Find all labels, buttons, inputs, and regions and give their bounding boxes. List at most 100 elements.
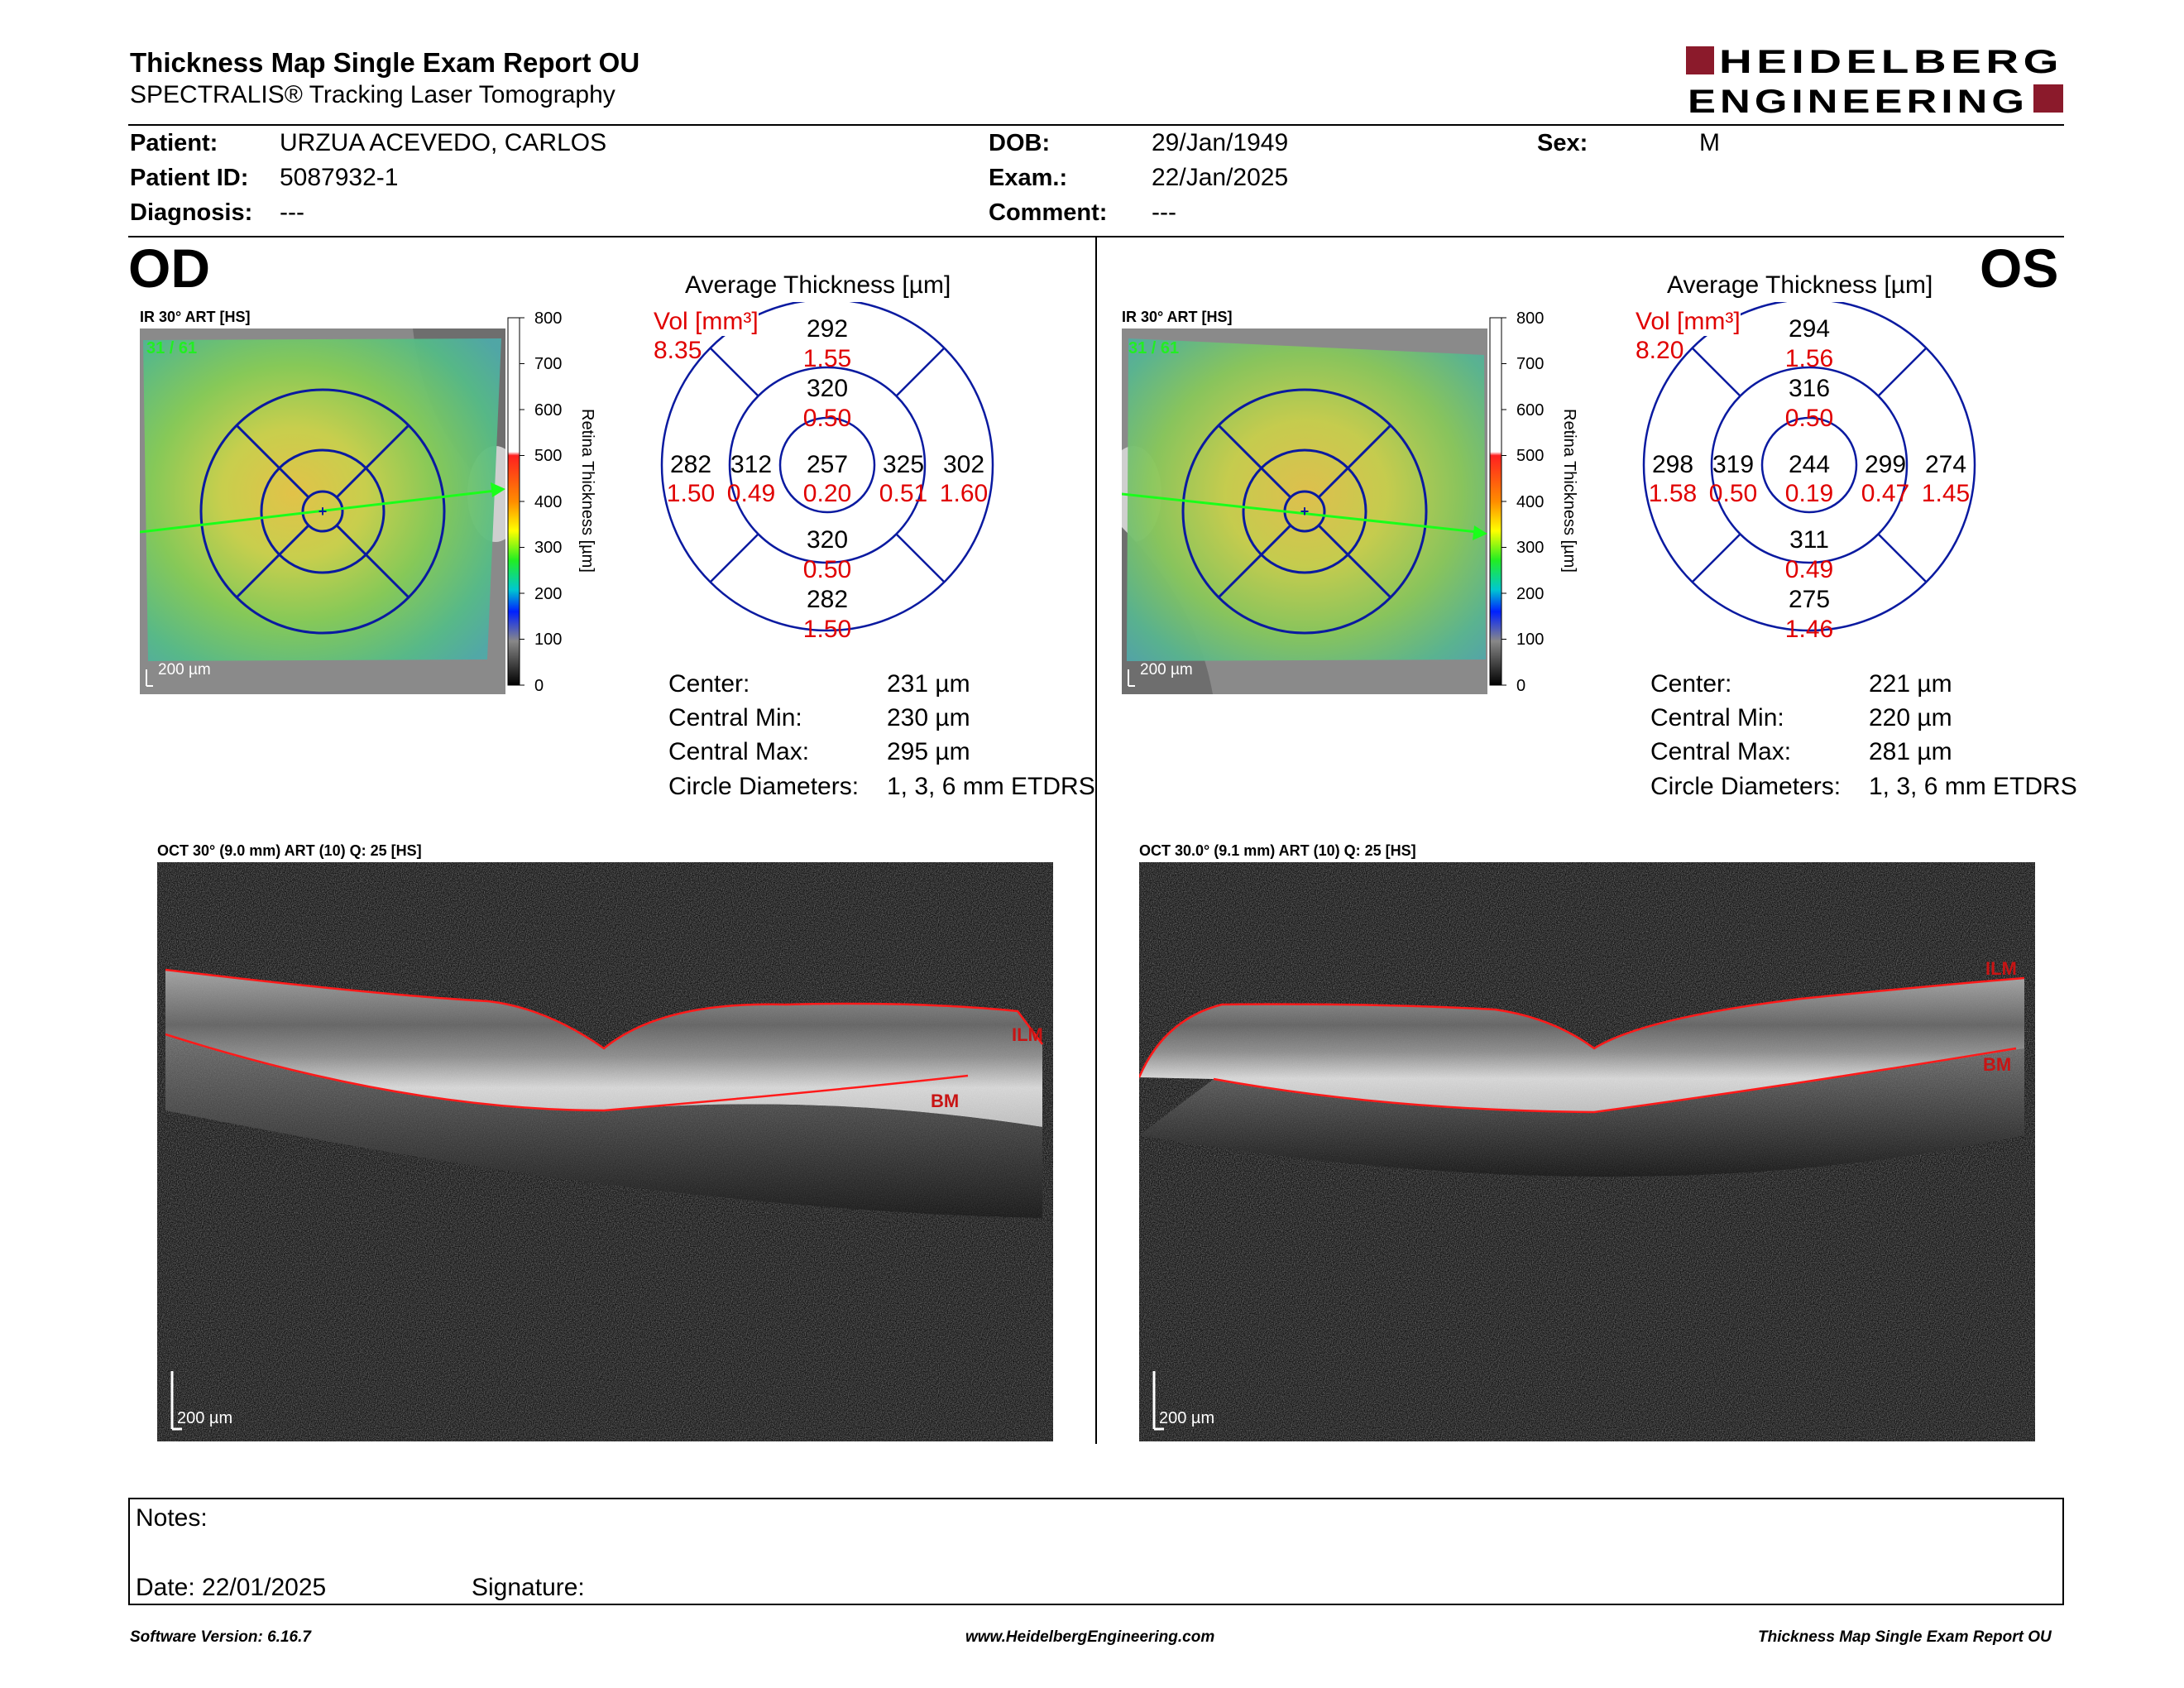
od-heatmap xyxy=(143,338,501,661)
dob-label: DOB: xyxy=(989,130,1051,156)
website-link[interactable]: www.HeidelbergEngineering.com xyxy=(965,1628,1215,1646)
os-oct-scalebar: 200 µm xyxy=(1159,1409,1214,1427)
od-central-max-label: Central Max: xyxy=(668,738,810,765)
od-colorbar-label: Retina Thickness [µm] xyxy=(578,409,596,573)
os-frames-label: 31 / 61 xyxy=(1128,339,1179,357)
od-oct-label: OCT 30° (9.0 mm) ART (10) Q: 25 [HS] xyxy=(157,842,422,859)
od-cb-tick-200: 200 xyxy=(534,585,562,603)
od-map-scalebar: 200 µm xyxy=(158,661,211,679)
od-map-label: IR 30° ART [HS] xyxy=(140,309,251,325)
os-inner-sup-volume: 0.50 xyxy=(1785,405,1833,432)
os-outer-left-thickness: 298 xyxy=(1652,451,1693,478)
os-bm-label: BM xyxy=(1983,1054,2011,1075)
od-oct-bscan: ILM BM 200 µm xyxy=(157,862,1053,1441)
od-cb-tick-0: 0 xyxy=(534,677,544,695)
od-central-min-value: 230 µm xyxy=(887,704,970,731)
footer-report-name: Thickness Map Single Exam Report OU xyxy=(1758,1628,2052,1646)
od-vol-label: Vol [mm³] xyxy=(654,308,759,336)
patient-divider xyxy=(128,236,2064,237)
logo-text-bottom: ENGINEERING xyxy=(1688,84,2028,116)
os-cb-tick-100: 100 xyxy=(1516,631,1544,649)
od-center-label: Center: xyxy=(668,670,750,698)
od-inner-inf-volume: 0.50 xyxy=(803,556,851,583)
os-eye-label: OS xyxy=(1980,237,2059,299)
od-avg-title: Average Thickness [µm] xyxy=(685,271,951,299)
os-oct-label: OCT 30.0° (9.1 mm) ART (10) Q: 25 [HS] xyxy=(1139,842,1416,859)
os-inner-left-thickness: 319 xyxy=(1712,451,1754,478)
report-subtitle: SPECTRALIS® Tracking Laser Tomography xyxy=(130,81,615,108)
od-outer-right-volume: 1.60 xyxy=(940,480,988,507)
report-title: Thickness Map Single Exam Report OU xyxy=(130,47,640,78)
os-inner-sup-thickness: 316 xyxy=(1789,375,1830,402)
od-scan-arrow xyxy=(491,482,505,497)
od-cb-tick-300: 300 xyxy=(534,539,562,557)
comment-value: --- xyxy=(1152,199,1176,226)
od-inner-right-volume: 0.51 xyxy=(879,480,927,507)
notes-box[interactable] xyxy=(128,1498,2064,1605)
od-etdrs-grid xyxy=(199,388,446,635)
os-ilm-label: ILM xyxy=(1985,958,2017,979)
software-version: Software Version: 6.16.7 xyxy=(130,1628,311,1646)
os-outer-right-thickness: 274 xyxy=(1925,451,1966,478)
os-central-max-label: Central Max: xyxy=(1650,738,1792,765)
os-inner-left-volume: 0.50 xyxy=(1709,480,1757,507)
od-outer-left-thickness: 282 xyxy=(670,451,711,478)
od-bm-line xyxy=(165,1033,969,1112)
sex-label: Sex: xyxy=(1537,130,1588,156)
signature-label: Signature: xyxy=(472,1574,585,1601)
os-bm-line xyxy=(1213,1047,2017,1114)
od-vol-total: 8.35 xyxy=(654,337,702,364)
od-choroid xyxy=(165,1034,1042,1218)
od-outer-left-volume: 1.50 xyxy=(667,480,715,507)
diagnosis-label: Diagnosis: xyxy=(130,199,253,226)
od-inner-left-thickness: 312 xyxy=(730,451,772,478)
od-bm-label: BM xyxy=(931,1091,959,1111)
os-outer-right-volume: 1.45 xyxy=(1922,480,1970,507)
os-center-thickness: 244 xyxy=(1789,451,1830,478)
od-cb-tick-700: 700 xyxy=(534,355,562,373)
od-inner-sup-volume: 0.50 xyxy=(803,405,851,432)
os-inner-inf-volume: 0.49 xyxy=(1785,556,1833,583)
logo-square-bottom xyxy=(2033,84,2063,113)
os-center-label: Center: xyxy=(1650,670,1732,698)
date-label: Date: 22/01/2025 xyxy=(136,1574,327,1601)
os-cb-tick-600: 600 xyxy=(1516,401,1544,420)
od-scan-line xyxy=(140,489,496,534)
os-outer-left-volume: 1.58 xyxy=(1649,480,1697,507)
os-map-scalebar: 200 µm xyxy=(1140,661,1193,679)
od-circle-diam-label: Circle Diameters: xyxy=(668,773,860,800)
os-central-min-label: Central Min: xyxy=(1650,704,1784,731)
sex-value: M xyxy=(1699,129,1720,156)
patient-label: Patient: xyxy=(130,130,218,156)
od-outer-sup-thickness: 292 xyxy=(807,315,848,343)
os-heatmap xyxy=(1127,338,1486,661)
os-central-max-value: 281 µm xyxy=(1869,738,1952,765)
os-cb-tick-700: 700 xyxy=(1516,355,1544,373)
os-scan-arrow xyxy=(1473,525,1487,540)
exam-value: 22/Jan/2025 xyxy=(1152,164,1289,191)
od-center-volume: 0.20 xyxy=(803,480,851,507)
od-thickness-map: + 31 / 61 200 µm xyxy=(140,328,505,694)
os-ilm-line xyxy=(1139,976,2025,1078)
od-outer-inf-volume: 1.50 xyxy=(803,616,851,643)
od-colorbar-scale xyxy=(507,317,520,686)
patient-id-label: Patient ID: xyxy=(130,165,249,191)
od-central-max-value: 295 µm xyxy=(887,738,970,765)
od-oct-scalebar: 200 µm xyxy=(177,1409,232,1427)
os-vol-total: 8.20 xyxy=(1636,337,1684,364)
os-inner-inf-thickness: 311 xyxy=(1789,526,1829,554)
os-colorbar-scale xyxy=(1489,317,1502,686)
header-divider xyxy=(128,124,2064,126)
os-cb-tick-400: 400 xyxy=(1516,493,1544,511)
od-cb-tick-100: 100 xyxy=(534,631,562,649)
os-scan-line xyxy=(1122,492,1478,534)
os-cb-tick-500: 500 xyxy=(1516,447,1544,465)
os-avg-title: Average Thickness [µm] xyxy=(1667,271,1933,299)
os-central-min-value: 220 µm xyxy=(1869,704,1952,731)
os-cb-tick-800: 800 xyxy=(1516,309,1544,328)
od-cb-tick-500: 500 xyxy=(534,447,562,465)
od-center-thickness: 257 xyxy=(807,451,848,478)
os-inner-right-volume: 0.47 xyxy=(1861,480,1909,507)
svg-text:+: + xyxy=(1300,503,1310,520)
od-frames-label: 31 / 61 xyxy=(146,339,197,357)
